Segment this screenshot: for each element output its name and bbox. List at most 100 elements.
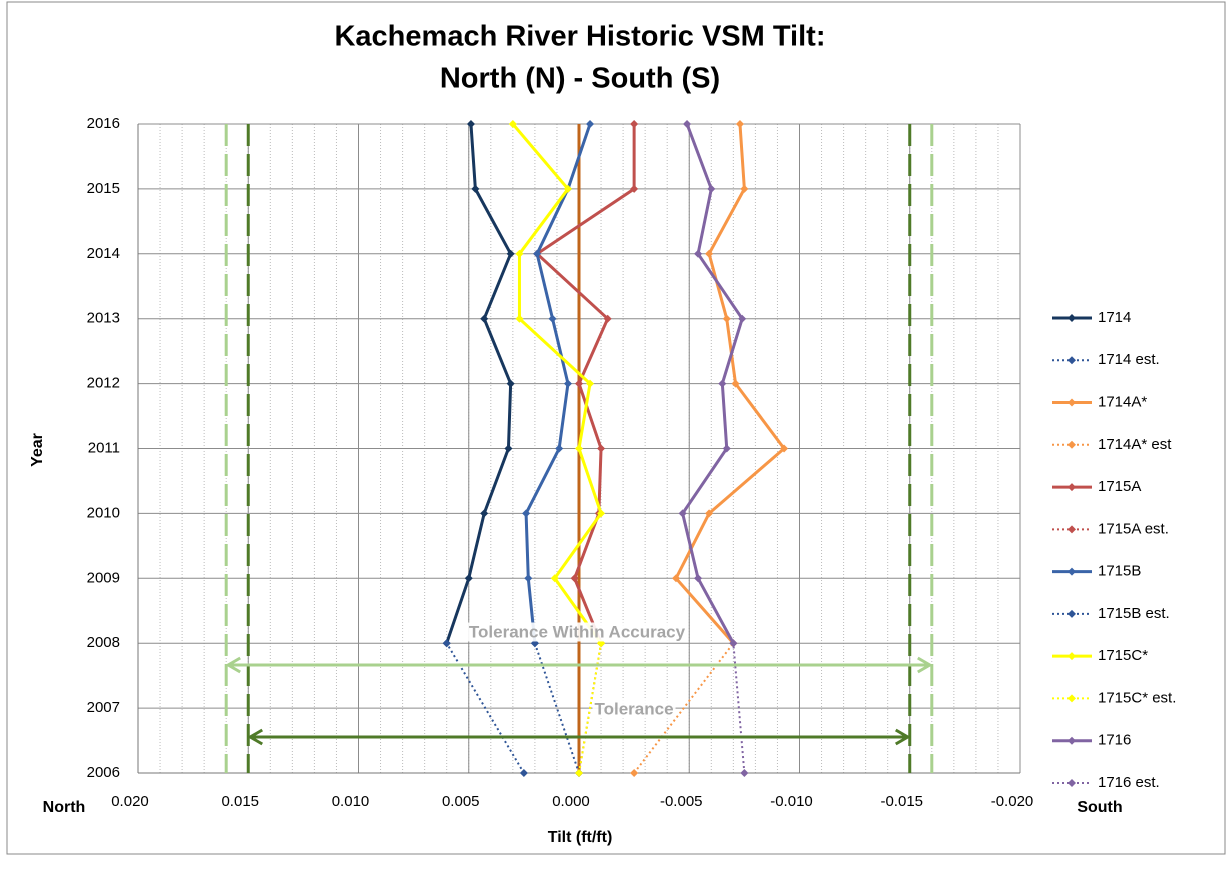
point bbox=[683, 120, 692, 128]
point bbox=[705, 509, 714, 518]
point bbox=[694, 574, 703, 583]
point bbox=[515, 314, 524, 323]
x-axis-label: Tilt (ft/ft) bbox=[548, 829, 613, 846]
arrow-head bbox=[894, 728, 911, 746]
legend-marker bbox=[1068, 440, 1076, 449]
x-tick-label: -0.015 bbox=[880, 793, 923, 810]
point bbox=[555, 444, 564, 453]
point bbox=[533, 249, 542, 258]
point bbox=[603, 314, 612, 323]
series-line bbox=[732, 643, 746, 774]
y-tick-label: 2014 bbox=[87, 245, 120, 262]
point bbox=[694, 249, 703, 258]
legend-label: 1714 est. bbox=[1098, 351, 1160, 368]
legend-marker bbox=[1068, 314, 1076, 322]
point bbox=[480, 314, 489, 323]
point bbox=[570, 574, 579, 583]
y-tick-label: 2006 bbox=[87, 764, 120, 781]
point bbox=[548, 314, 557, 323]
point bbox=[630, 184, 639, 193]
y-tick-label: 2015 bbox=[87, 180, 120, 197]
point bbox=[508, 120, 517, 128]
point bbox=[735, 120, 744, 128]
point bbox=[504, 444, 513, 453]
chart-title: North (N) - South (S) bbox=[440, 63, 720, 95]
legend-marker bbox=[1068, 483, 1076, 492]
legend-label: 1714A* bbox=[1098, 394, 1147, 411]
chart-frame bbox=[6, 1, 1226, 855]
point bbox=[738, 314, 747, 323]
annotation-label: Tolerance Within Accuracy bbox=[469, 622, 686, 641]
point bbox=[575, 444, 583, 453]
point bbox=[563, 379, 572, 388]
legend-label: 1716 bbox=[1098, 732, 1131, 749]
point bbox=[575, 379, 583, 388]
legend-label: 1715A est. bbox=[1098, 520, 1169, 537]
point bbox=[519, 769, 528, 777]
point bbox=[550, 574, 559, 583]
legend-marker bbox=[1068, 736, 1076, 745]
north-label: North bbox=[43, 799, 86, 816]
legend-marker bbox=[1068, 567, 1076, 576]
legend-label: 1715C* bbox=[1098, 647, 1148, 664]
arrow-head bbox=[917, 656, 933, 674]
point bbox=[722, 444, 731, 453]
arrow-head bbox=[247, 728, 264, 746]
x-tick-label: 0.005 bbox=[442, 793, 480, 810]
chart-title: Kachemach River Historic VSM Tilt: bbox=[334, 21, 825, 53]
point bbox=[442, 639, 451, 648]
point bbox=[672, 574, 681, 583]
legend-marker bbox=[1068, 609, 1076, 618]
south-label: South bbox=[1077, 799, 1122, 816]
point bbox=[506, 249, 515, 258]
point bbox=[597, 444, 606, 453]
point bbox=[707, 184, 716, 193]
point bbox=[705, 249, 714, 258]
annotation-background bbox=[466, 622, 688, 642]
x-tick-label: -0.005 bbox=[660, 793, 703, 810]
legend-label: 1714A* est bbox=[1098, 436, 1172, 453]
legend-label: 1715A bbox=[1098, 478, 1141, 495]
legend-marker bbox=[1068, 356, 1076, 365]
point bbox=[780, 444, 789, 453]
legend-label: 1715C* est. bbox=[1098, 689, 1176, 706]
point bbox=[522, 509, 531, 518]
point bbox=[515, 249, 524, 258]
point bbox=[586, 120, 595, 128]
point bbox=[506, 379, 515, 388]
point bbox=[480, 509, 489, 518]
x-tick-label: 0.020 bbox=[111, 793, 149, 810]
point bbox=[464, 574, 473, 583]
point bbox=[731, 379, 740, 388]
legend-marker bbox=[1068, 525, 1076, 534]
point bbox=[740, 184, 749, 193]
y-tick-label: 2009 bbox=[87, 569, 120, 586]
y-tick-label: 2010 bbox=[87, 504, 120, 521]
annotation-label: Tolerance bbox=[594, 699, 673, 718]
x-tick-label: 0.015 bbox=[221, 793, 259, 810]
y-tick-label: 2013 bbox=[87, 310, 120, 327]
y-axis-label: Year bbox=[29, 433, 46, 467]
annotation-background bbox=[592, 699, 676, 719]
point bbox=[575, 769, 583, 777]
legend-label: 1715B est. bbox=[1098, 605, 1170, 622]
x-tick-label: -0.020 bbox=[991, 793, 1034, 810]
point bbox=[729, 639, 738, 648]
point bbox=[597, 509, 606, 518]
point bbox=[563, 184, 572, 193]
series-line bbox=[578, 643, 603, 774]
point bbox=[740, 769, 749, 777]
legend-label: 1715B bbox=[1098, 563, 1141, 580]
legend-marker bbox=[1068, 694, 1076, 703]
legend-label: 1714 bbox=[1098, 309, 1131, 326]
x-tick-label: 0.010 bbox=[332, 793, 370, 810]
y-tick-label: 2008 bbox=[87, 634, 120, 651]
point bbox=[524, 574, 533, 583]
point bbox=[586, 379, 595, 388]
y-tick-label: 2016 bbox=[87, 115, 120, 132]
point bbox=[466, 120, 475, 128]
legend-label: 1716 est. bbox=[1098, 774, 1160, 791]
point bbox=[718, 379, 727, 388]
y-tick-label: 2012 bbox=[87, 375, 120, 392]
